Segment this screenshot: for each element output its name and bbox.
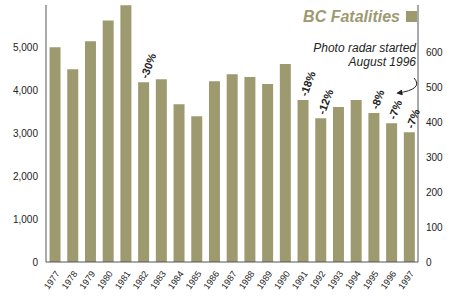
svg-text:-18%: -18% [298, 69, 318, 97]
svg-text:1996: 1996 [379, 269, 399, 291]
svg-text:-8%: -8% [369, 88, 387, 111]
svg-text:400: 400 [426, 117, 443, 128]
svg-text:0: 0 [32, 257, 38, 268]
svg-text:1978: 1978 [60, 269, 80, 291]
svg-text:1992: 1992 [308, 269, 328, 291]
svg-text:600: 600 [426, 47, 443, 58]
svg-text:-7%: -7% [404, 107, 422, 130]
svg-text:BC Fatalities: BC Fatalities [303, 8, 400, 25]
svg-text:1984: 1984 [166, 269, 186, 291]
svg-text:200: 200 [426, 187, 443, 198]
svg-text:1990: 1990 [272, 269, 292, 291]
svg-text:1995: 1995 [361, 269, 381, 291]
svg-text:4,000: 4,000 [13, 85, 38, 96]
svg-text:300: 300 [426, 152, 443, 163]
svg-text:1991: 1991 [290, 269, 310, 291]
svg-text:1993: 1993 [325, 269, 345, 291]
svg-text:1986: 1986 [201, 269, 221, 291]
svg-text:500: 500 [426, 82, 443, 93]
svg-text:0: 0 [426, 257, 432, 268]
svg-text:1989: 1989 [255, 269, 275, 291]
svg-text:1979: 1979 [77, 269, 97, 291]
svg-text:1987: 1987 [219, 269, 239, 291]
svg-text:1997: 1997 [396, 269, 416, 291]
svg-text:-12%: -12% [315, 88, 335, 116]
svg-text:1977: 1977 [42, 269, 62, 291]
svg-text:1985: 1985 [184, 269, 204, 291]
svg-text:5,000: 5,000 [13, 42, 38, 53]
svg-text:1983: 1983 [148, 269, 168, 291]
svg-text:1,000: 1,000 [13, 214, 38, 225]
svg-text:2,000: 2,000 [13, 171, 38, 182]
svg-text:1981: 1981 [113, 269, 133, 291]
svg-text:-7%: -7% [386, 98, 404, 121]
svg-text:August 1996: August 1996 [348, 55, 417, 69]
svg-text:3,000: 3,000 [13, 128, 38, 139]
svg-text:-30%: -30% [138, 52, 158, 80]
svg-text:1982: 1982 [131, 269, 151, 291]
svg-text:1980: 1980 [95, 269, 115, 291]
svg-text:100: 100 [426, 222, 443, 233]
svg-text:1988: 1988 [237, 269, 257, 291]
svg-text:1994: 1994 [343, 269, 363, 291]
svg-text:Photo radar started: Photo radar started [313, 41, 416, 55]
